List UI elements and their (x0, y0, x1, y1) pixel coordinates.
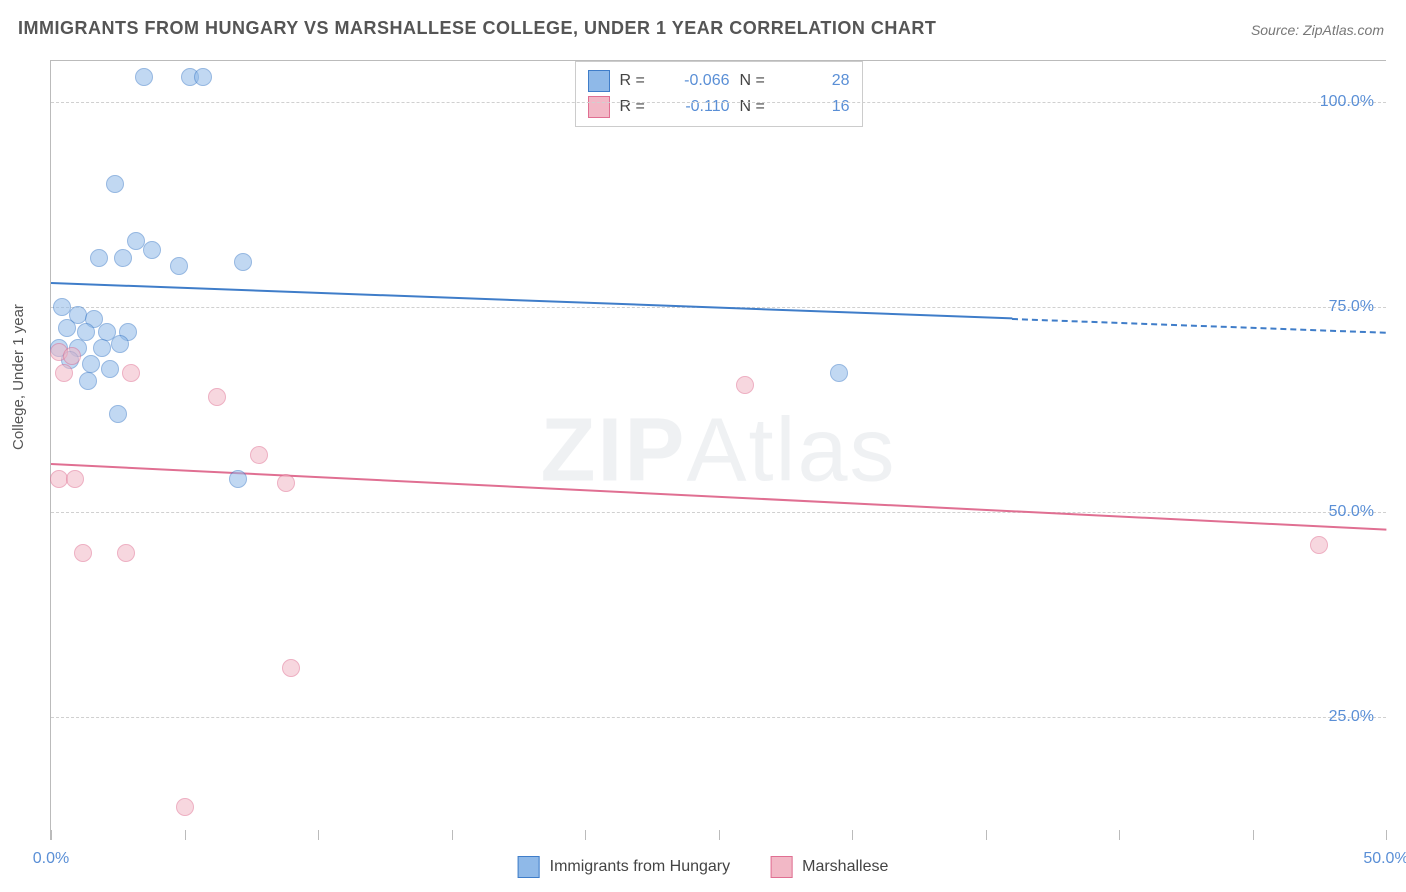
legend-row-marshallese: R = -0.110 N = 16 (588, 94, 850, 120)
data-point (176, 798, 194, 816)
data-point (109, 405, 127, 423)
gridline (51, 717, 1386, 718)
trend-line (51, 282, 1012, 319)
x-tick (51, 830, 52, 840)
data-point (55, 364, 73, 382)
data-point (66, 470, 84, 488)
legend-N-value-1: 16 (780, 98, 850, 116)
data-point (82, 355, 100, 373)
legend-label-0: Immigrants from Hungary (550, 858, 731, 876)
data-point (277, 474, 295, 492)
gridline (51, 102, 1386, 103)
x-tick (1119, 830, 1120, 840)
legend-R-label: R = (620, 72, 650, 90)
data-point (208, 388, 226, 406)
swatch-hungary (518, 856, 540, 878)
trend-line (51, 463, 1386, 531)
data-point (736, 376, 754, 394)
watermark-bold: ZIP (540, 400, 686, 500)
data-point (90, 249, 108, 267)
y-tick-label: 100.0% (1320, 93, 1374, 111)
y-tick-label: 75.0% (1329, 298, 1374, 316)
plot-area: ZIPAtlas R = -0.066 N = 28 R = -0.110 N … (50, 60, 1386, 840)
data-point (111, 335, 129, 353)
y-tick-label: 25.0% (1329, 708, 1374, 726)
x-tick-label: 0.0% (33, 850, 69, 868)
swatch-marshallese (770, 856, 792, 878)
legend-N-label: N = (740, 72, 770, 90)
data-point (229, 470, 247, 488)
swatch-hungary (588, 70, 610, 92)
data-point (93, 339, 111, 357)
data-point (117, 544, 135, 562)
x-tick (852, 830, 853, 840)
data-point (1310, 536, 1328, 554)
gridline (51, 512, 1386, 513)
source-attribution: Source: ZipAtlas.com (1251, 22, 1384, 38)
data-point (830, 364, 848, 382)
data-point (58, 319, 76, 337)
data-point (114, 249, 132, 267)
x-tick (585, 830, 586, 840)
x-tick (452, 830, 453, 840)
data-point (106, 175, 124, 193)
swatch-marshallese (588, 96, 610, 118)
legend-R-value-0: -0.066 (660, 72, 730, 90)
legend-item-hungary: Immigrants from Hungary (518, 856, 731, 878)
watermark: ZIPAtlas (540, 399, 896, 502)
data-point (143, 241, 161, 259)
x-tick (185, 830, 186, 840)
legend-label-1: Marshallese (802, 858, 888, 876)
data-point (74, 544, 92, 562)
x-tick (719, 830, 720, 840)
legend-N-value-0: 28 (780, 72, 850, 90)
x-tick (1386, 830, 1387, 840)
data-point (79, 372, 97, 390)
legend-item-marshallese: Marshallese (770, 856, 888, 878)
data-point (234, 253, 252, 271)
data-point (63, 347, 81, 365)
chart-container: IMMIGRANTS FROM HUNGARY VS MARSHALLESE C… (0, 0, 1406, 892)
legend-R-value-1: -0.110 (660, 98, 730, 116)
series-legend: Immigrants from Hungary Marshallese (518, 856, 889, 878)
x-tick-label: 50.0% (1363, 850, 1406, 868)
data-point (77, 323, 95, 341)
data-point (194, 68, 212, 86)
correlation-legend: R = -0.066 N = 28 R = -0.110 N = 16 (575, 61, 863, 127)
x-tick (1253, 830, 1254, 840)
legend-row-hungary: R = -0.066 N = 28 (588, 68, 850, 94)
data-point (282, 659, 300, 677)
data-point (170, 257, 188, 275)
data-point (250, 446, 268, 464)
legend-N-label: N = (740, 98, 770, 116)
data-point (101, 360, 119, 378)
y-tick-label: 50.0% (1329, 503, 1374, 521)
legend-R-label: R = (620, 98, 650, 116)
watermark-thin: Atlas (686, 400, 896, 500)
data-point (122, 364, 140, 382)
x-tick (986, 830, 987, 840)
data-point (135, 68, 153, 86)
trend-line (1012, 318, 1386, 334)
x-tick (318, 830, 319, 840)
y-axis-label: College, Under 1 year (10, 304, 27, 450)
chart-title: IMMIGRANTS FROM HUNGARY VS MARSHALLESE C… (18, 18, 936, 39)
